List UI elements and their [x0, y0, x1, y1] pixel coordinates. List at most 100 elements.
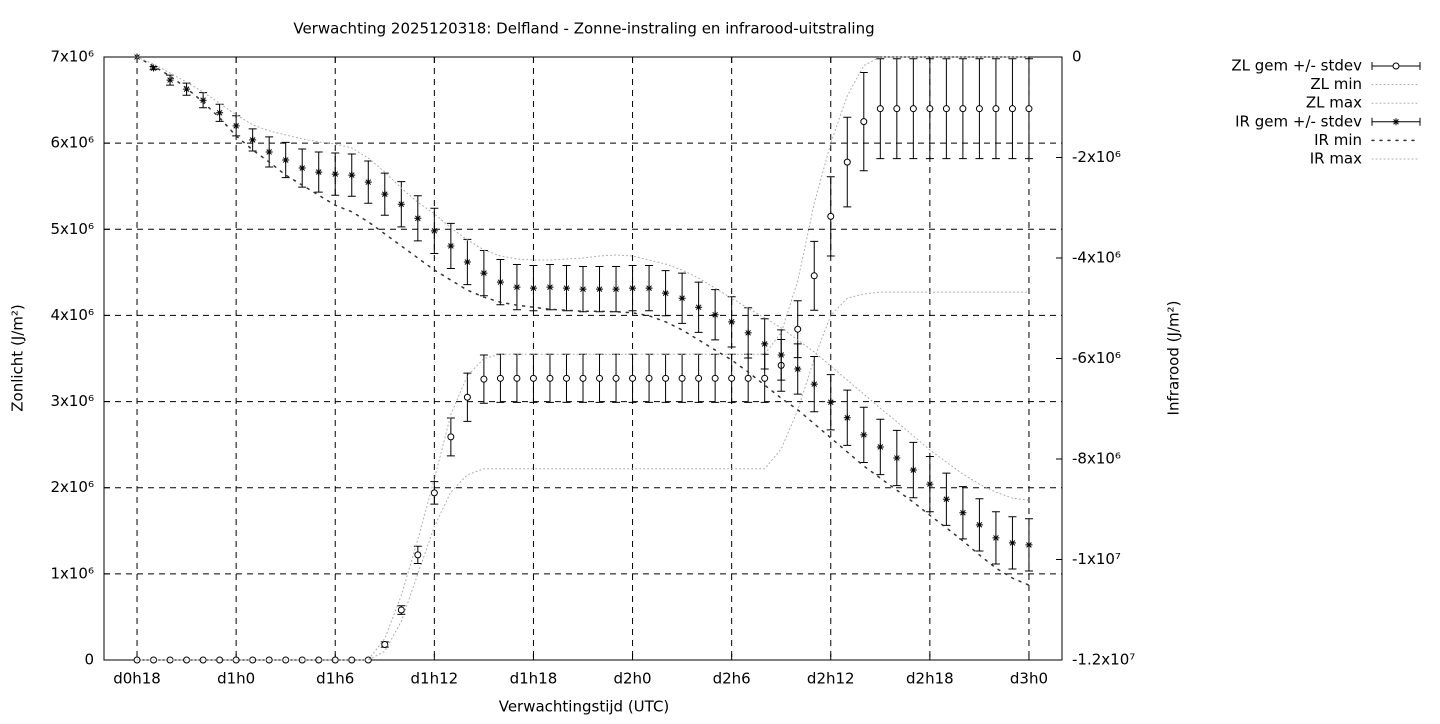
chart-title: Verwachting 2025120318: Delfland - Zonne…: [293, 20, 874, 38]
data-point: [596, 285, 604, 293]
data-point: [629, 374, 637, 382]
data-point: [695, 303, 703, 311]
data-point: [678, 374, 686, 382]
data-point: [1025, 541, 1033, 549]
y2-tick-label: -1.2x10⁷: [1072, 651, 1135, 669]
data-point: [744, 329, 752, 337]
data-point: [348, 171, 356, 179]
data-point: [463, 393, 471, 401]
x-tick-label: d3h0: [1010, 670, 1048, 688]
data-point: [596, 374, 604, 382]
data-point: [662, 374, 670, 382]
data-point: [711, 374, 719, 382]
data-point: [364, 178, 372, 186]
data-point: [546, 283, 554, 291]
data-point: [662, 289, 670, 297]
data-point: [893, 454, 901, 462]
data-point: [827, 212, 835, 220]
data-point: [612, 374, 620, 382]
data-point: [496, 278, 504, 286]
data-point: [942, 105, 950, 113]
data-point: [860, 431, 868, 439]
data-point: [430, 489, 438, 497]
data-point: [909, 466, 917, 474]
legend-label: ZL gem +/- stdev: [1231, 57, 1362, 75]
min-max-line: [136, 56, 1030, 661]
data-point: [876, 105, 884, 113]
data-point: [562, 284, 570, 292]
data-point: [728, 318, 736, 326]
data-point: [447, 242, 455, 250]
x-tick-label: d0h18: [113, 670, 161, 688]
data-point: [744, 374, 752, 382]
legend-label: ZL min: [1310, 75, 1362, 93]
x-axis-label: Verwachtingstijd (UTC): [499, 698, 670, 716]
legend-label: IR min: [1314, 131, 1362, 149]
data-point: [513, 374, 521, 382]
data-point: [166, 76, 174, 84]
y2-tick-label: -1x10⁷: [1072, 550, 1121, 568]
plot-border: [103, 56, 1063, 661]
data-point: [232, 122, 240, 130]
min-max-line: [136, 56, 1030, 501]
data-point: [480, 269, 488, 277]
data-point: [430, 227, 438, 235]
data-point: [496, 374, 504, 382]
data-point: [1008, 105, 1016, 113]
data-point: [529, 374, 537, 382]
min-max-line: [136, 291, 1030, 661]
data-point: [562, 374, 570, 382]
x-tick-label: d2h18: [906, 670, 954, 688]
data-point: [645, 374, 653, 382]
data-point: [579, 285, 587, 293]
y-axis-label: Zonlicht (J/m²): [9, 304, 27, 412]
data-point: [447, 433, 455, 441]
legend-label: ZL max: [1306, 94, 1362, 112]
data-point: [579, 374, 587, 382]
data-point: [926, 480, 934, 488]
y2-tick-label: -4x10⁶: [1072, 249, 1121, 267]
data-point: [959, 509, 967, 517]
y-tick-label: 2x10⁶: [50, 478, 94, 496]
legend-label: IR max: [1310, 150, 1362, 168]
data-point: [150, 64, 158, 72]
data-point: [810, 380, 818, 388]
data-point: [199, 96, 207, 104]
data-point: [843, 158, 851, 166]
y2-tick-label: -2x10⁶: [1072, 148, 1121, 166]
data-point: [876, 443, 884, 451]
x-tick-label: d2h6: [713, 670, 751, 688]
y-tick-label: 6x10⁶: [50, 134, 94, 152]
data-point: [629, 284, 637, 292]
data-point: [546, 374, 554, 382]
data-point: [265, 148, 273, 156]
data-point: [711, 311, 719, 319]
legend-marker: [1392, 62, 1400, 70]
data-point: [909, 105, 917, 113]
data-point: [381, 190, 389, 198]
data-point: [331, 170, 339, 178]
data-point: [480, 375, 488, 383]
data-point: [414, 214, 422, 222]
y-tick-label: 4x10⁶: [50, 306, 94, 324]
legend-marker: [1392, 118, 1400, 126]
y-tick-label: 3x10⁶: [50, 392, 94, 410]
y-tick-label: 7x10⁶: [50, 48, 94, 66]
data-point: [463, 258, 471, 266]
x-tick-label: d1h0: [217, 670, 255, 688]
data-point: [249, 136, 257, 144]
x-tick-label: d1h18: [510, 670, 558, 688]
data-point: [810, 272, 818, 280]
data-point: [1025, 105, 1033, 113]
data-point: [282, 156, 290, 164]
data-point: [216, 109, 224, 117]
data-point: [513, 283, 521, 291]
y2-tick-label: 0: [1072, 48, 1082, 66]
data-point: [183, 85, 191, 93]
data-point: [959, 105, 967, 113]
x-tick-label: d1h6: [316, 670, 354, 688]
data-point: [414, 551, 422, 559]
data-point: [678, 294, 686, 302]
data-point: [315, 168, 323, 176]
